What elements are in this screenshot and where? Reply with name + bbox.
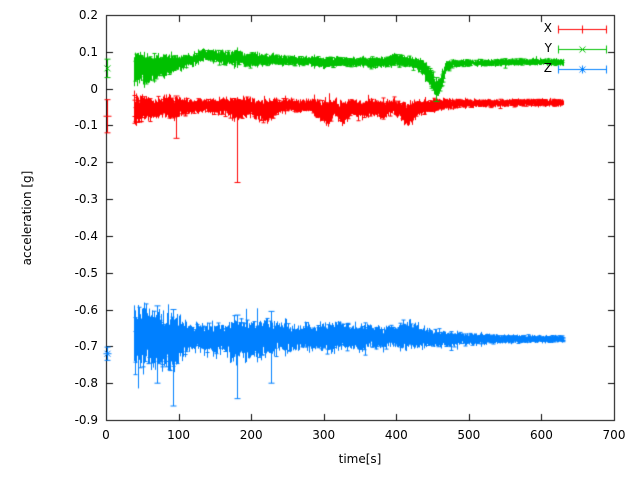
- x-tick-label: 0: [102, 428, 110, 442]
- legend-label-y: Y: [544, 41, 552, 55]
- x-tick-label: 600: [529, 428, 553, 442]
- y-axis-label: acceleration [g]: [20, 170, 34, 266]
- y-tick-label: -0.9: [74, 413, 98, 427]
- x-tick-label: 400: [384, 428, 408, 442]
- y-tick-label: -0.2: [74, 155, 98, 170]
- y-tick-label: -0.8: [74, 376, 98, 391]
- legend-label-x: X: [543, 21, 552, 35]
- y-tick-label: -0.3: [74, 192, 98, 207]
- y-tick-label: -0.7: [74, 339, 98, 354]
- x-tick-label: 100: [167, 428, 191, 442]
- y-tick-label: -0.6: [74, 302, 98, 317]
- y-tick-label: 0: [90, 81, 98, 96]
- x-tick-label: 200: [239, 428, 263, 442]
- y-tick-label: 0.1: [78, 44, 98, 59]
- legend-label-z: Z: [543, 61, 552, 75]
- x-axis-label: time[s]: [338, 452, 382, 466]
- y-tick-label: 0.2: [78, 8, 98, 22]
- x-tick-label: 500: [457, 428, 481, 442]
- y-tick-label: -0.5: [74, 265, 98, 280]
- x-tick-label: 700: [602, 428, 626, 442]
- y-tick-label: -0.1: [74, 118, 98, 133]
- y-tick-label: -0.4: [74, 228, 98, 243]
- x-tick-label: 300: [312, 428, 336, 442]
